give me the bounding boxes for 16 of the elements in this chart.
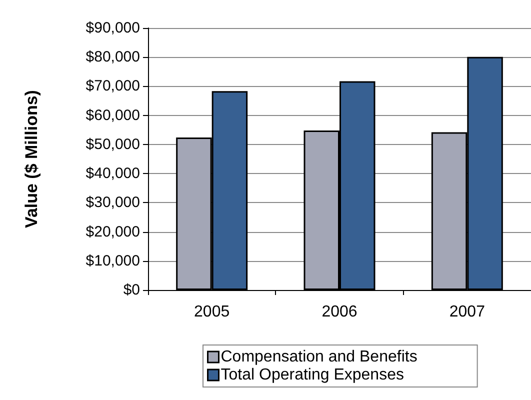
y-tick-label: $20,000 xyxy=(86,223,140,240)
y-tick-label: $30,000 xyxy=(86,194,140,212)
y-tick-label: $60,000 xyxy=(86,106,140,124)
y-axis-title: Value ($ Millions) xyxy=(22,90,41,228)
y-tick-label: $0 xyxy=(123,282,140,298)
x-tick-label: 2007 xyxy=(449,304,486,320)
y-tick-label: $50,000 xyxy=(86,136,140,153)
legend-label: Compensation and Benefits xyxy=(220,348,418,366)
y-tick-label: $90,000 xyxy=(86,20,140,36)
y-tick-label: $10,000 xyxy=(86,252,140,270)
x-tick-label: 2005 xyxy=(194,304,230,320)
x-tick-label: 2006 xyxy=(322,304,358,320)
legend-label: Total Operating Expenses xyxy=(220,366,404,384)
y-tick-label: $80,000 xyxy=(86,48,140,66)
y-tick-label: $70,000 xyxy=(86,78,140,95)
y-tick-label: $40,000 xyxy=(86,165,140,182)
